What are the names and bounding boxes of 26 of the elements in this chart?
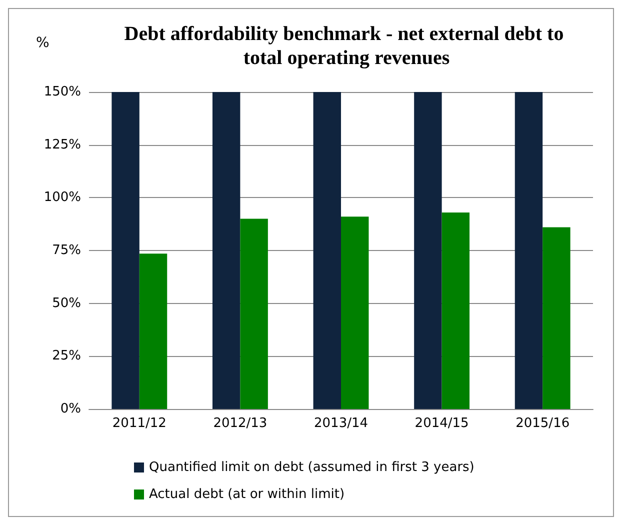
bar <box>313 92 341 409</box>
bar <box>414 92 442 409</box>
bar <box>341 216 369 409</box>
bar <box>542 227 570 409</box>
x-tick-label: 2013/14 <box>314 416 368 431</box>
bar <box>112 92 140 409</box>
chart-title: Debt affordability benchmark - net external debt to total operating revenues <box>124 23 564 69</box>
y-axis-title: % <box>36 35 50 51</box>
y-tick-label: 0% <box>60 402 81 416</box>
bar <box>514 92 543 409</box>
y-tick-label: 75% <box>52 243 81 258</box>
x-tick-label: 2012/13 <box>213 416 268 431</box>
x-tick-label: 2014/15 <box>414 416 469 431</box>
x-tick-label: 2011/12 <box>112 416 166 431</box>
y-tick-label: 25% <box>52 348 81 364</box>
bar <box>442 212 470 409</box>
bar <box>212 92 240 409</box>
y-tick-label: 50% <box>52 296 81 311</box>
legend-label: Quantified limit on debt (assumed in first 3 years) <box>149 460 474 475</box>
y-tick-label: 100% <box>44 190 81 206</box>
y-tick-label: 150% <box>44 84 81 100</box>
legend-label: Actual debt (at or within limit) <box>149 487 345 502</box>
x-tick-label: 2015/16 <box>516 416 570 431</box>
bar <box>139 254 168 409</box>
y-tick-label: 125% <box>44 137 81 152</box>
bar <box>240 218 268 409</box>
